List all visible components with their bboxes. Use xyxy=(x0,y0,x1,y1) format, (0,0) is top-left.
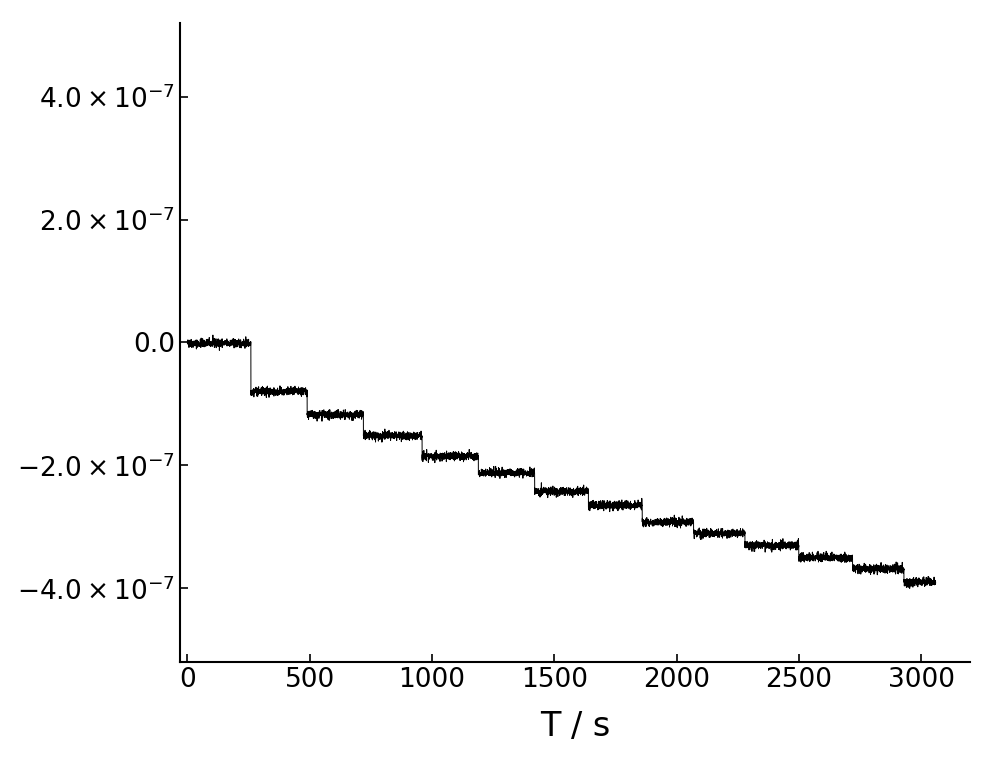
X-axis label: T / s: T / s xyxy=(540,709,610,743)
